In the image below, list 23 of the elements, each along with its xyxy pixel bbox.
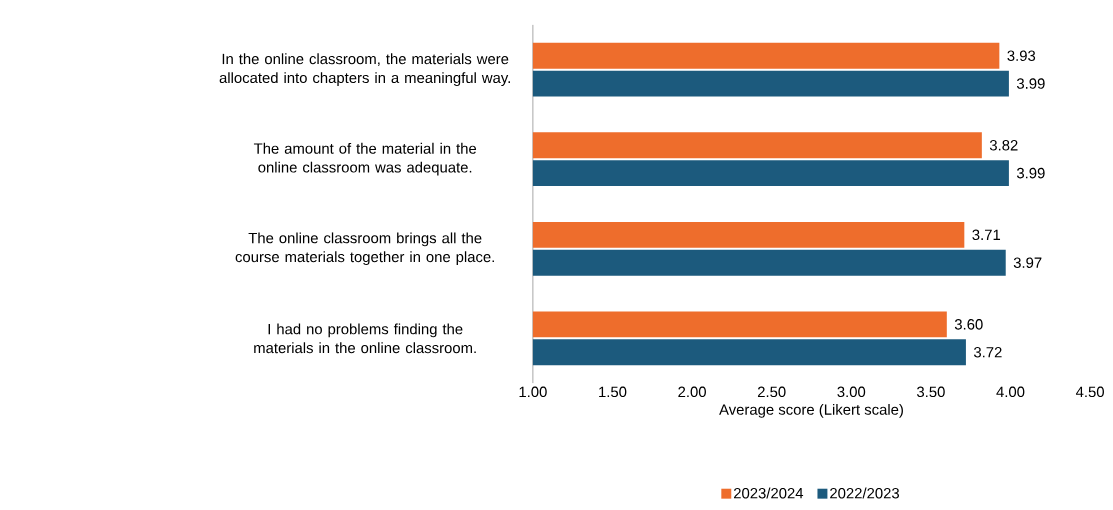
x-tick-label: 3.50 [916, 386, 945, 397]
data-label: 3.93 [1007, 50, 1036, 61]
legend-label: 2022/2023 [830, 487, 900, 499]
y-tick-label: In the online classroom, the materials were allocated into chapters in a meaningful way. [219, 53, 510, 86]
data-label: 3.99 [1016, 167, 1045, 179]
y-tick-label: I had no problems finding the materials in the online classroom. [254, 323, 476, 353]
x-tick-label: 2.00 [678, 386, 706, 397]
data-label: 3.82 [989, 139, 1018, 151]
x-tick-label: 1.00 [519, 386, 547, 397]
x-tick-label: 4.00 [996, 386, 1025, 397]
data-label: 3.99 [1016, 78, 1045, 89]
x-tick-label: 3.00 [837, 386, 866, 397]
x-tick-label: 2.50 [757, 386, 786, 397]
x-tick-label: 1.50 [599, 386, 627, 397]
y-tick-label: The amount of the material in the online classroom was adequate. [253, 142, 477, 176]
x-tick-label: 4.50 [1075, 386, 1104, 397]
data-label: 3.71 [972, 229, 1001, 240]
x-axis-title: Average score (Likert scale) [719, 403, 903, 418]
legend-label: 2023/2024 [733, 487, 804, 499]
y-tick-label: The online classroom brings all the course materials together in one place. [235, 232, 494, 265]
data-label: 3.60 [954, 318, 983, 330]
data-label: 3.72 [973, 346, 1002, 358]
data-label: 3.97 [1013, 257, 1042, 268]
